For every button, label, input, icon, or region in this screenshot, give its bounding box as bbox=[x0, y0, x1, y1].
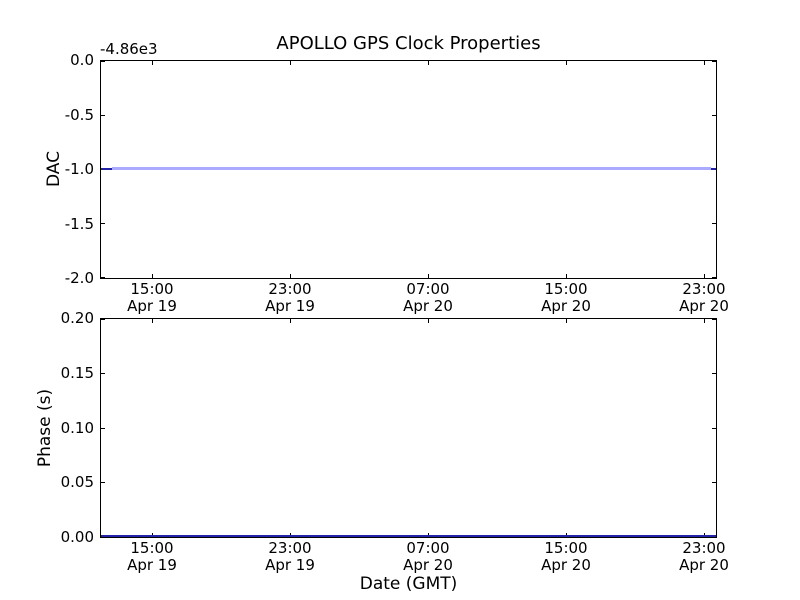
xtick-time: 15:00 bbox=[544, 539, 588, 557]
tick-mark bbox=[152, 61, 153, 65]
xtick-time: 15:00 bbox=[130, 539, 174, 557]
xtick-time: 23:00 bbox=[682, 280, 726, 298]
xtick-label: 23:00 Apr 19 bbox=[265, 540, 315, 574]
xtick-date: Apr 19 bbox=[127, 556, 177, 574]
xtick-date: Apr 20 bbox=[679, 297, 729, 315]
tick-mark bbox=[712, 223, 716, 224]
xtick-date: Apr 20 bbox=[403, 556, 453, 574]
xtick-date: Apr 19 bbox=[127, 297, 177, 315]
phase-series-line bbox=[101, 535, 716, 537]
xtick-date: Apr 20 bbox=[541, 556, 591, 574]
ytick-label: 0.0 bbox=[70, 51, 94, 69]
top-plot-area bbox=[100, 60, 717, 279]
tick-mark bbox=[712, 115, 716, 116]
xtick-label: 15:00 Apr 20 bbox=[541, 540, 591, 574]
ytick-label: -1.5 bbox=[64, 214, 94, 233]
ytick-label: -2.0 bbox=[64, 269, 94, 287]
y-axis-label-phase: Phase (s) bbox=[35, 388, 55, 468]
xtick-date: Apr 19 bbox=[265, 556, 315, 574]
xtick-time: 07:00 bbox=[406, 280, 450, 298]
tick-mark bbox=[704, 274, 705, 278]
tick-mark bbox=[101, 319, 105, 320]
y-axis-label-dac: DAC bbox=[44, 151, 64, 187]
ytick-label: 0.10 bbox=[60, 418, 94, 437]
tick-mark bbox=[101, 482, 105, 483]
xtick-label: 23:00 Apr 19 bbox=[265, 281, 315, 315]
ytick-label: -1.0 bbox=[64, 160, 94, 178]
tick-mark bbox=[428, 319, 429, 323]
tick-mark bbox=[712, 319, 716, 320]
xtick-time: 15:00 bbox=[544, 280, 588, 298]
dac-series-line-overlay bbox=[112, 167, 711, 170]
tick-mark bbox=[101, 115, 105, 116]
tick-mark bbox=[704, 61, 705, 65]
tick-mark bbox=[712, 373, 716, 374]
tick-mark bbox=[101, 428, 105, 429]
tick-mark bbox=[101, 277, 105, 278]
xtick-time: 23:00 bbox=[682, 539, 726, 557]
tick-mark bbox=[712, 277, 716, 278]
xtick-label: 15:00 Apr 19 bbox=[127, 281, 177, 315]
x-axis-label: Date (GMT) bbox=[359, 574, 458, 594]
xtick-label: 15:00 Apr 20 bbox=[541, 281, 591, 315]
ytick-label: 0.00 bbox=[60, 528, 94, 546]
ytick-label: -0.5 bbox=[64, 105, 94, 124]
xtick-date: Apr 20 bbox=[679, 556, 729, 574]
xtick-label: 07:00 Apr 20 bbox=[403, 281, 453, 315]
tick-mark bbox=[290, 274, 291, 278]
ytick-label: 0.05 bbox=[60, 473, 94, 492]
tick-mark bbox=[152, 274, 153, 278]
tick-mark bbox=[428, 61, 429, 65]
xtick-date: Apr 20 bbox=[541, 297, 591, 315]
ytick-label: 0.15 bbox=[60, 363, 94, 382]
tick-mark bbox=[290, 61, 291, 65]
xtick-label: 15:00 Apr 19 bbox=[127, 540, 177, 574]
tick-mark bbox=[152, 319, 153, 323]
tick-mark bbox=[712, 428, 716, 429]
xtick-time: 07:00 bbox=[406, 539, 450, 557]
xtick-time: 15:00 bbox=[130, 280, 174, 298]
tick-mark bbox=[566, 274, 567, 278]
xtick-date: Apr 19 bbox=[265, 297, 315, 315]
tick-mark bbox=[566, 61, 567, 65]
tick-mark bbox=[704, 319, 705, 323]
tick-mark bbox=[712, 61, 716, 62]
tick-mark bbox=[566, 319, 567, 323]
xtick-label: 23:00 Apr 20 bbox=[679, 281, 729, 315]
tick-mark bbox=[712, 482, 716, 483]
tick-mark bbox=[428, 274, 429, 278]
xtick-label: 23:00 Apr 20 bbox=[679, 540, 729, 574]
tick-mark bbox=[101, 61, 105, 62]
tick-mark bbox=[290, 319, 291, 323]
chart-title: APOLLO GPS Clock Properties bbox=[276, 33, 541, 54]
tick-mark bbox=[101, 223, 105, 224]
xtick-label: 07:00 Apr 20 bbox=[403, 540, 453, 574]
tick-mark bbox=[101, 373, 105, 374]
xtick-time: 23:00 bbox=[268, 280, 312, 298]
xtick-time: 23:00 bbox=[268, 539, 312, 557]
ytick-label: 0.20 bbox=[60, 309, 94, 327]
xtick-date: Apr 20 bbox=[403, 297, 453, 315]
y-axis-offset-label: -4.86e3 bbox=[100, 40, 158, 58]
bottom-plot-area bbox=[100, 318, 717, 538]
